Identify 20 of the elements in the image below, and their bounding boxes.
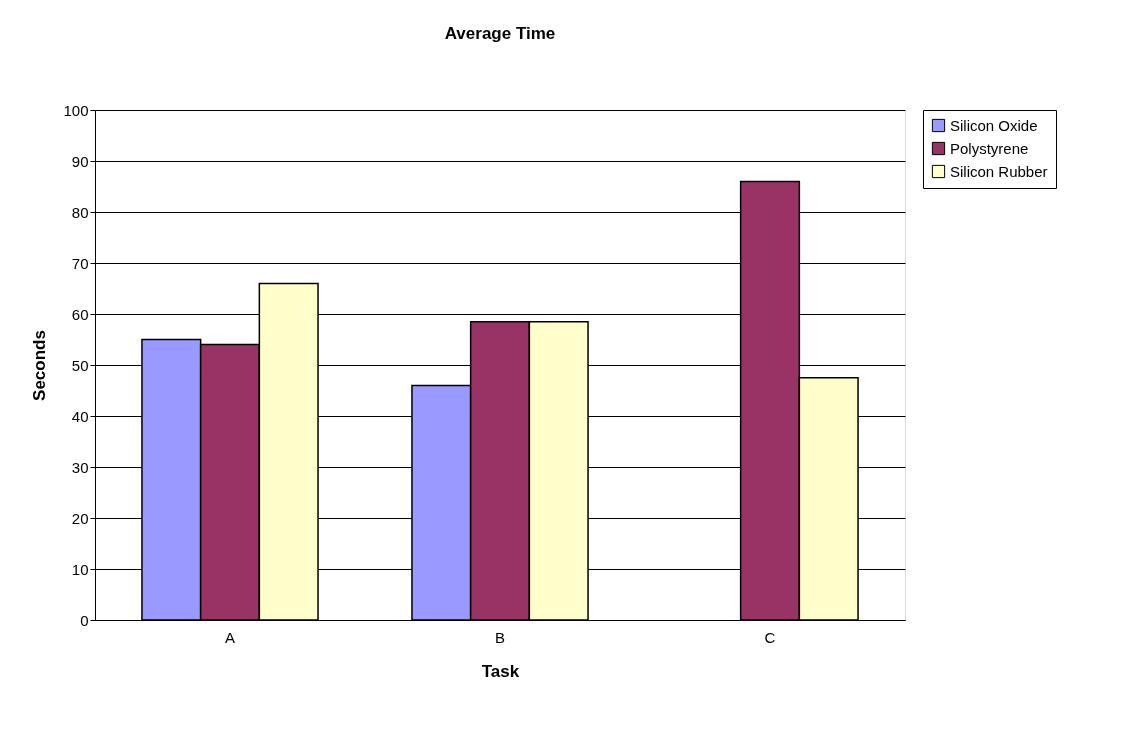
- y-tick-label: 30: [71, 458, 89, 476]
- y-tick-label: 10: [71, 560, 89, 578]
- x-tick-label: C: [764, 628, 776, 646]
- y-axis-title: Seconds: [30, 330, 50, 401]
- x-tick-label: B: [494, 628, 506, 646]
- y-tick-label: 60: [71, 305, 89, 323]
- y-tick-label: 100: [63, 101, 89, 119]
- y-tick-label: 80: [71, 203, 89, 221]
- legend-label: Silicon Rubber: [950, 162, 1048, 180]
- legend-label: Silicon Oxide: [950, 116, 1038, 134]
- y-tick-label: 40: [71, 407, 89, 425]
- y-tick-label: 70: [71, 254, 89, 272]
- y-tick-label: 50: [71, 356, 89, 374]
- y-tick-label: 0: [80, 611, 89, 629]
- chart-title: Average Time: [444, 24, 556, 43]
- legend-label: Polystyrene: [950, 139, 1029, 157]
- x-tick-label: A: [224, 628, 236, 646]
- y-tick-label: 90: [71, 152, 89, 170]
- y-tick-label: 20: [71, 509, 89, 527]
- x-axis-title: Task: [481, 661, 520, 681]
